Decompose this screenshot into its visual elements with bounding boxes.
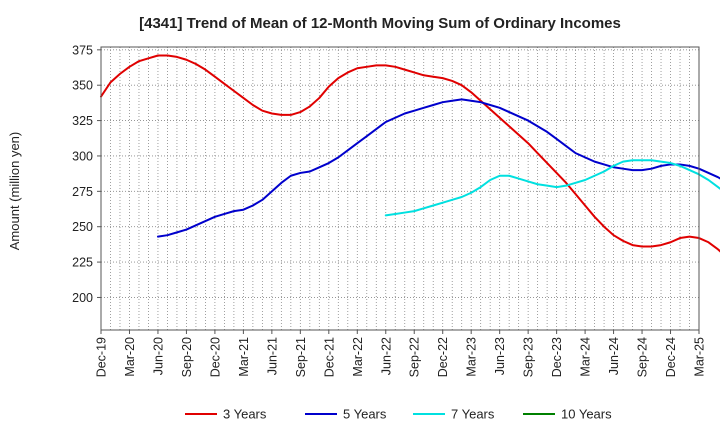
- legend: 3 Years 5 Years 7 Years 10 Years: [185, 407, 612, 422]
- series-line-5-years: [156, 98, 720, 238]
- x-tick-label: Sep-22: [408, 337, 422, 377]
- y-tick-label: 375: [72, 43, 93, 57]
- x-tick-label: Jun-21: [265, 337, 279, 375]
- x-tick-label: Sep-23: [522, 337, 536, 377]
- chart-title: [4341] Trend of Mean of 12-Month Moving …: [139, 15, 621, 32]
- legend-label-10-years: 10 Years: [561, 407, 612, 422]
- legend-label-7-years: 7 Years: [451, 407, 495, 422]
- x-tick-label: Sep-21: [294, 337, 308, 377]
- y-tick-label: 225: [72, 256, 93, 270]
- x-tick-label: Dec-20: [208, 337, 222, 377]
- x-tick-label: Mar-22: [351, 337, 365, 377]
- x-tick-label: Sep-24: [636, 337, 650, 377]
- x-tick-label: Mar-24: [579, 337, 593, 377]
- x-tick-label: Dec-21: [322, 337, 336, 377]
- y-axis-ticks: 200 225 250 275 300 325 350 375: [72, 43, 101, 305]
- x-tick-label: Mar-21: [237, 337, 251, 377]
- x-tick-label: Dec-19: [95, 337, 109, 377]
- series-lines: [100, 54, 720, 253]
- y-tick-label: 325: [72, 114, 93, 128]
- x-tick-label: Jun-24: [607, 337, 621, 375]
- x-tick-label: Jun-23: [493, 337, 507, 375]
- y-tick-label: 300: [72, 149, 93, 163]
- x-tick-label: Mar-23: [465, 337, 479, 377]
- y-tick-label: 250: [72, 220, 93, 234]
- y-tick-label: 350: [72, 79, 93, 93]
- x-tick-label: Jun-20: [151, 337, 165, 375]
- y-axis-label: Amount (million yen): [7, 132, 22, 251]
- x-tick-label: Dec-24: [664, 337, 678, 377]
- x-tick-label: Jun-22: [379, 337, 393, 375]
- y-tick-label: 200: [72, 291, 93, 305]
- plot-area-frame: [100, 46, 700, 331]
- gridlines: [101, 47, 699, 330]
- y-tick-label: 275: [72, 185, 93, 199]
- legend-label-3-years: 3 Years: [223, 407, 267, 422]
- x-tick-label: Mar-20: [123, 337, 137, 377]
- x-tick-label: Sep-20: [180, 337, 194, 377]
- x-tick-label: Dec-23: [550, 337, 564, 377]
- x-tick-label: Mar-25: [693, 337, 707, 377]
- series-line-7-years: [384, 159, 720, 217]
- legend-label-5-years: 5 Years: [343, 407, 387, 422]
- x-tick-label: Dec-22: [436, 337, 450, 377]
- x-axis-ticks: Dec-19 Mar-20 Jun-20 Sep-20 Dec-20 Mar-21 Jun-…: [95, 330, 707, 377]
- series-line-3-years: [100, 54, 720, 253]
